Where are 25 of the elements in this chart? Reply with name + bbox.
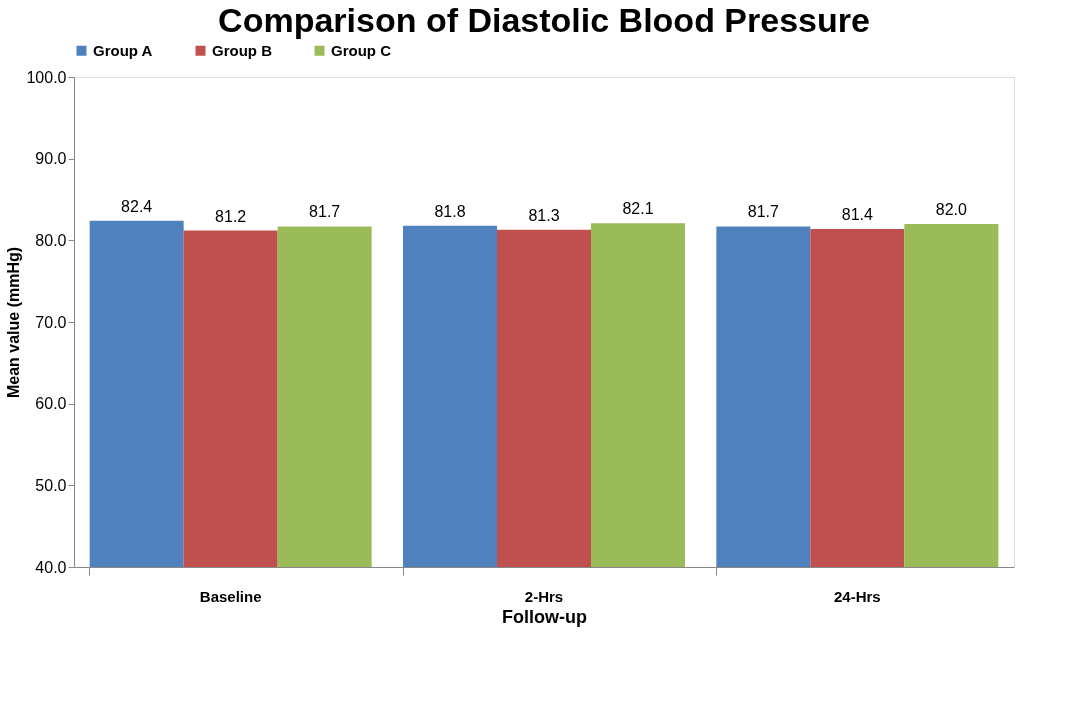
y-tick-label: 80.0 — [35, 231, 67, 249]
legend-label: Group A — [93, 41, 153, 59]
x-tick-label: Baseline — [199, 587, 262, 605]
y-tick-label: 90.0 — [35, 150, 67, 168]
y-tick-label: 70.0 — [35, 313, 67, 331]
y-tick-label: 50.0 — [35, 476, 67, 494]
data-label: 81.3 — [528, 206, 560, 224]
data-label: 82.0 — [935, 201, 968, 218]
data-label: 81.8 — [434, 202, 466, 220]
x-tick-label: 24-Hrs — [833, 587, 881, 605]
y-axis-title: Mean value (mmHg) — [5, 246, 23, 399]
data-label: 81.2 — [215, 207, 247, 225]
legend-label: Group B — [212, 41, 273, 59]
x-axis-title: Follow-up — [502, 606, 587, 627]
chart-title: Comparison of Diastolic Blood Pressure — [218, 1, 870, 39]
y-tick-label: 40.0 — [35, 558, 67, 576]
x-tick-label: 2-Hrs — [524, 587, 564, 605]
data-label: 82.4 — [121, 197, 153, 215]
data-label: 82.1 — [622, 200, 654, 218]
data-label: 81.7 — [747, 203, 780, 221]
data-label: 81.7 — [309, 203, 341, 221]
y-tick-label: 60.0 — [35, 395, 67, 413]
y-tick-label: 100.0 — [26, 68, 67, 86]
data-label: 81.4 — [841, 205, 874, 223]
legend-label: Group C — [331, 41, 392, 59]
